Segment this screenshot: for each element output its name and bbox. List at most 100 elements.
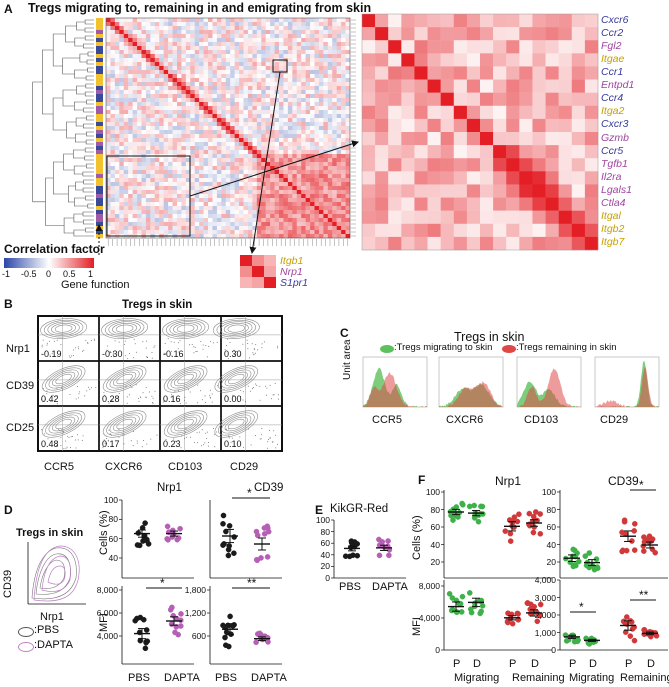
heatmap-cell bbox=[225, 30, 231, 35]
heatmap-cell bbox=[256, 138, 262, 143]
heatmap-cell bbox=[208, 110, 213, 115]
heatmap-cell bbox=[314, 106, 320, 111]
heatmap-cell bbox=[274, 234, 280, 239]
heatmap-cell bbox=[145, 82, 151, 87]
heatmap-cell bbox=[194, 126, 200, 131]
heatmap-cell bbox=[128, 122, 133, 127]
zoom-heatmap-cell bbox=[414, 236, 428, 251]
flow-event-dot bbox=[216, 341, 218, 343]
heatmap-cell bbox=[279, 206, 284, 211]
heatmap-cell bbox=[141, 202, 147, 207]
data-point bbox=[348, 538, 355, 544]
heatmap-cell bbox=[279, 174, 284, 179]
heatmap-cell bbox=[159, 182, 164, 187]
heatmap-cell bbox=[261, 70, 266, 75]
heatmap-cell bbox=[252, 178, 258, 183]
heatmap-cell bbox=[128, 38, 133, 43]
heatmap-cell bbox=[168, 218, 173, 223]
heatmap-cell bbox=[239, 186, 244, 191]
heatmap-cell bbox=[283, 122, 289, 127]
heatmap-cell bbox=[332, 122, 337, 127]
flow-event-dot bbox=[54, 399, 56, 401]
heatmap-cell bbox=[208, 214, 213, 219]
heatmap-cell bbox=[247, 58, 253, 63]
heatmap-cell bbox=[123, 214, 129, 219]
heatmap-cell bbox=[252, 110, 258, 115]
zoom-gene-label: Itgb2 bbox=[601, 223, 625, 236]
heatmap-cell bbox=[106, 158, 111, 163]
heatmap-cell bbox=[208, 46, 213, 51]
heatmap-cell bbox=[323, 122, 329, 127]
heatmap-cell bbox=[305, 98, 311, 103]
heatmap-cell bbox=[318, 70, 324, 75]
heatmap-cell bbox=[176, 218, 182, 223]
heatmap-cell bbox=[305, 206, 311, 211]
heatmap-cell bbox=[279, 74, 284, 79]
heatmap-cell bbox=[341, 26, 346, 31]
heatmap-cell bbox=[301, 30, 306, 35]
heatmap-cell bbox=[221, 166, 226, 171]
panel-b-col-label: CD29 bbox=[230, 461, 259, 473]
heatmap-cell bbox=[194, 90, 200, 95]
data-point bbox=[468, 609, 475, 616]
heatmap-cell bbox=[221, 94, 226, 99]
heatmap-cell bbox=[305, 74, 311, 79]
heatmap-cell bbox=[185, 118, 191, 123]
flow-correlation-value: -0.30 bbox=[102, 349, 123, 359]
flow-contour bbox=[221, 414, 252, 434]
heatmap-cell bbox=[199, 54, 204, 59]
heatmap-cell bbox=[123, 18, 129, 23]
heatmap-cell bbox=[145, 194, 151, 199]
panel-c-title: Tregs in skin bbox=[454, 330, 525, 344]
heatmap-cell bbox=[106, 26, 111, 31]
heatmap-cell bbox=[172, 218, 178, 223]
heatmap-cell bbox=[305, 118, 311, 123]
heatmap-cell bbox=[119, 146, 124, 151]
heatmap-cell bbox=[332, 150, 337, 155]
zoom-heatmap-cell bbox=[414, 145, 428, 159]
flow-event-dot bbox=[180, 447, 182, 449]
heatmap-cell bbox=[208, 94, 213, 99]
heatmap-cell bbox=[181, 222, 187, 227]
heatmap-cell bbox=[128, 74, 133, 79]
heatmap-cell bbox=[243, 122, 249, 127]
gene-function-cell bbox=[96, 58, 103, 63]
heatmap-cell bbox=[305, 218, 311, 223]
heatmap-cell bbox=[341, 210, 346, 215]
zoom-heatmap-cell bbox=[401, 40, 415, 54]
heatmap-cell bbox=[332, 226, 337, 231]
zoom-heatmap-cell bbox=[506, 92, 520, 106]
heatmap-cell bbox=[239, 130, 244, 135]
heatmap-cell bbox=[159, 166, 164, 171]
heatmap-cell bbox=[221, 214, 226, 219]
heatmap-cell bbox=[216, 58, 222, 63]
heatmap-cell bbox=[256, 102, 262, 107]
heatmap-cell bbox=[208, 210, 213, 215]
heatmap-cell bbox=[150, 94, 155, 99]
panel-d-inset-plot bbox=[27, 542, 86, 605]
heatmap-cell bbox=[221, 78, 226, 83]
heatmap-cell bbox=[208, 90, 213, 95]
heatmap-cell bbox=[239, 74, 244, 79]
heatmap-cell bbox=[114, 54, 120, 59]
legend-remaining-swatch bbox=[502, 345, 516, 353]
heatmap-cell bbox=[274, 154, 280, 159]
heatmap-cell bbox=[216, 38, 222, 43]
heatmap-cell bbox=[145, 22, 151, 27]
heatmap-cell bbox=[314, 18, 320, 23]
flow-event-dot bbox=[175, 440, 176, 442]
heatmap-cell bbox=[296, 162, 302, 167]
flow-contour bbox=[214, 410, 259, 438]
heatmap-cell bbox=[203, 166, 209, 171]
heatmap-cell bbox=[243, 194, 249, 199]
y-tick-label: 1,200 bbox=[184, 608, 206, 618]
flow-event-dot bbox=[177, 348, 179, 350]
heatmap-cell bbox=[154, 130, 160, 135]
flow-event-dot bbox=[208, 445, 209, 447]
heatmap-cell bbox=[216, 214, 222, 219]
heatmap-cell bbox=[172, 198, 178, 203]
heatmap-cell bbox=[247, 166, 253, 171]
heatmap-cell bbox=[261, 22, 266, 27]
heatmap-cell bbox=[119, 190, 124, 195]
heatmap-cell bbox=[256, 130, 262, 135]
